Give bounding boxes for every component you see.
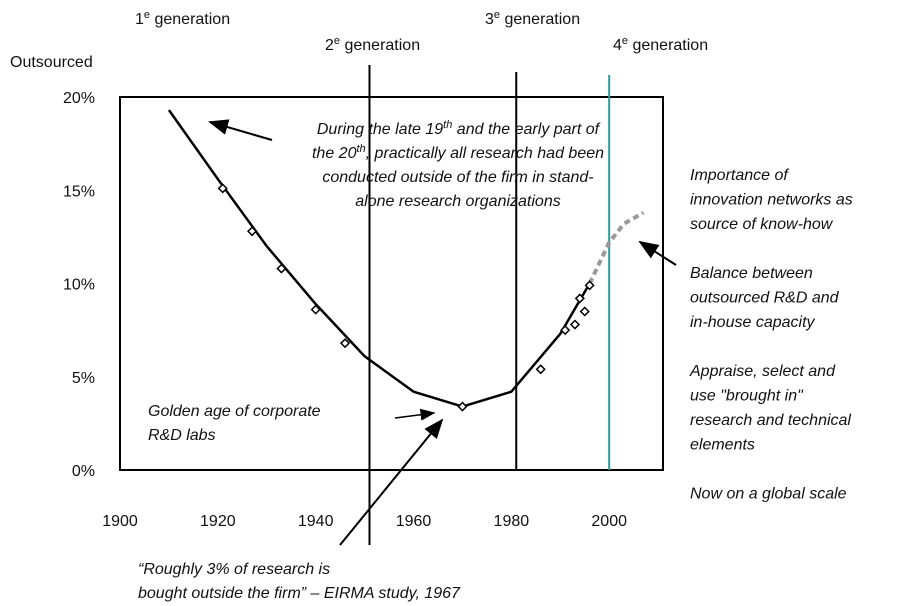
annotation: alone research organizations [355,193,560,210]
plot-frame [119,96,664,471]
generation-label: 1e generation [135,9,230,28]
annotation: conducted outside of the firm in stand- [322,169,593,186]
annotation: Balance between [690,265,813,282]
annotation: R&D labs [148,427,216,444]
annotation-sup: th [356,143,365,155]
generation-sup: e [334,35,340,47]
curve [587,210,645,285]
annotation-text: and the early part of [452,121,600,138]
arrow [208,119,273,141]
y-axis-label: Outsourced [10,54,93,71]
annotation-text: , practically all research had been [366,145,604,162]
generation-text: generation [500,11,580,28]
data-point [584,280,595,291]
generation-text: generation [340,37,420,54]
data-point [217,183,228,194]
x-tick-label: 1960 [396,513,432,530]
data-point [339,338,351,349]
annotation: bought outside the firm” – EIRMA study, … [138,585,461,602]
y-tick-label: 5% [72,370,95,387]
annotation-text: During the late 19 [317,121,443,138]
data-point [574,293,585,304]
annotation: “Roughly 3% of research is [138,561,330,578]
annotation: Golden age of corporate [148,403,321,420]
y-tick-label: 10% [63,277,95,294]
annotation: the 20th, practically all research had b… [312,143,604,162]
generation-number: 2 [325,37,334,54]
generation-text: generation [628,37,708,54]
generation-sup: e [622,35,628,47]
x-tick-label: 2000 [591,513,627,530]
y-tick-label: 15% [63,183,95,200]
data-point [579,306,590,317]
annotation: Now on a global scale [690,486,847,503]
generation-label: 4e generation [613,35,708,54]
arrow [394,408,436,421]
annotation: use "brought in" [690,388,804,405]
generation-text: generation [150,11,230,28]
x-tick-label: 1940 [298,513,334,530]
data-point [535,364,546,375]
generation-label: 3e generation [485,9,580,28]
curve [167,109,591,408]
data-point [569,319,581,330]
y-tick-label: 20% [63,90,95,107]
generation-number: 4 [613,37,622,54]
generation-sup: e [144,9,150,21]
y-tick-label: 0% [72,463,95,480]
annotation: innovation networks as [690,192,853,209]
data-point [457,401,468,412]
annotation: Appraise, select and [689,363,836,380]
data-point [247,226,258,237]
generation-label: 2e generation [325,35,420,54]
x-tick-label: 1900 [102,513,138,530]
data-point [560,325,571,336]
annotation-text: alone research organizations [355,193,560,210]
x-tick-label: 1920 [200,513,236,530]
annotation: research and technical [690,412,851,429]
arrow [638,240,677,266]
generation-number: 3 [485,11,494,28]
annotation: elements [690,437,755,454]
data-point [276,263,287,274]
annotation-text: the 20 [312,145,357,162]
x-tick-label: 1980 [494,513,530,530]
annotation-text: conducted outside of the firm in stand- [322,169,593,186]
annotation: During the late 19th and the early part … [317,119,601,138]
annotation: outsourced R&D and [690,290,840,307]
annotation-sup: th [443,119,452,131]
generation-sup: e [494,9,500,21]
annotation: in-house capacity [690,314,816,331]
annotation: source of know-how [690,216,834,233]
generation-number: 1 [135,11,144,28]
arrow [339,418,444,546]
annotation: Importance of [690,167,789,184]
data-point [310,304,321,315]
